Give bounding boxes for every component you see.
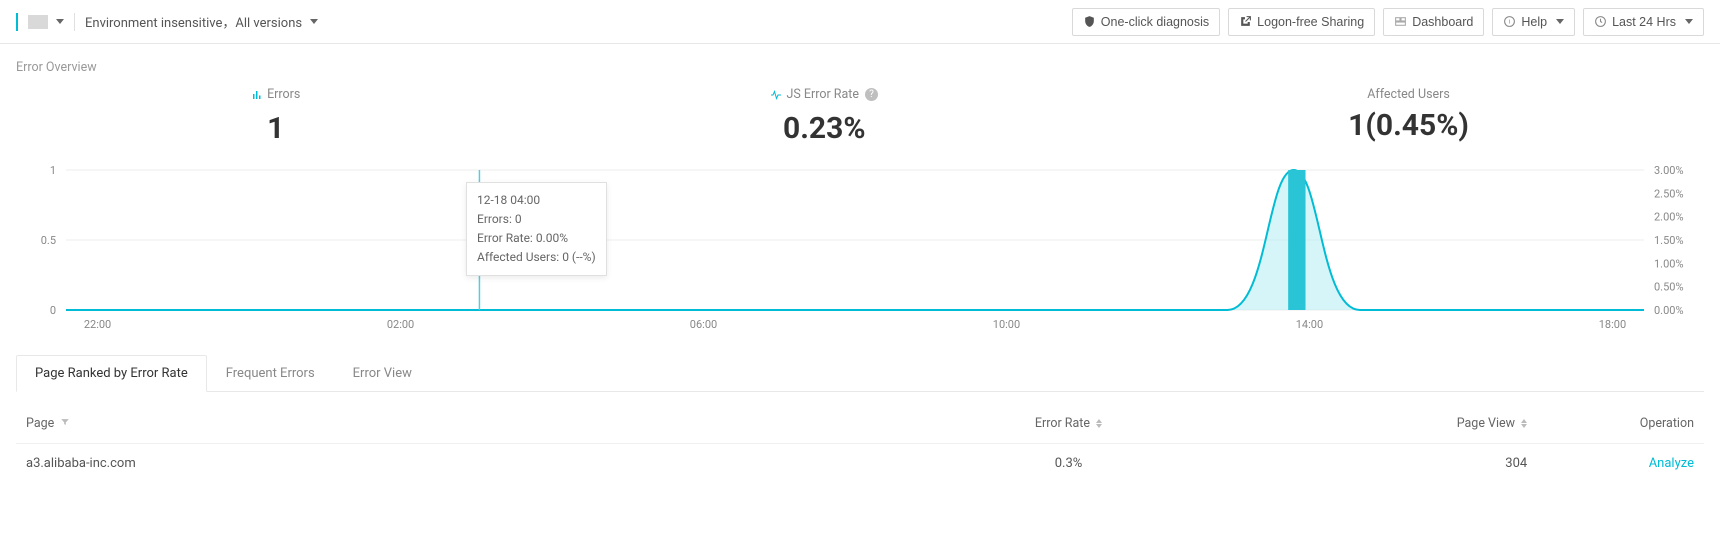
tab-frequent-errors[interactable]: Frequent Errors xyxy=(207,355,334,392)
svg-text:14:00: 14:00 xyxy=(1296,318,1323,331)
table-header: Page Error Rate Page View Operation xyxy=(16,404,1704,444)
kpi-errors: Errors 1 xyxy=(251,87,300,146)
chevron-down-icon xyxy=(1685,19,1693,24)
button-label: One-click diagnosis xyxy=(1101,15,1209,29)
tooltip-users: Affected Users: 0 (--%) xyxy=(477,248,596,267)
kpi-label-text: JS Error Rate xyxy=(786,87,859,102)
sort-icon xyxy=(1096,419,1102,428)
timerange-button[interactable]: Last 24 Hrs xyxy=(1583,8,1704,36)
logon-free-sharing-button[interactable]: Logon-free Sharing xyxy=(1228,8,1375,36)
kpi-label: JS Error Rate ? xyxy=(770,87,878,102)
kpi-label-text: Affected Users xyxy=(1367,87,1450,102)
topbar-left: Environment insensitive，All versions xyxy=(16,12,318,31)
col-header-error-rate[interactable]: Error Rate xyxy=(860,416,1277,431)
cell-page: a3.alibaba-inc.com xyxy=(26,456,860,471)
kpi-affected-users: Affected Users 1(0.45%) xyxy=(1348,87,1469,146)
section-title: Error Overview xyxy=(16,60,1704,75)
analyze-link[interactable]: Analyze xyxy=(1649,456,1694,471)
page-body: Error Overview Errors 1 JS Error Rate ? … xyxy=(0,44,1720,499)
clock-icon xyxy=(1594,15,1607,28)
tooltip-errors: Errors: 0 xyxy=(477,210,596,229)
chevron-down-icon xyxy=(1556,19,1564,24)
app-icon xyxy=(28,15,48,29)
error-chart: 0 0.5 1 0.00% 0.50% 1.00% 1.50% 2.00% 2.50% 3.00%… xyxy=(26,164,1694,334)
filter-icon xyxy=(60,416,70,431)
kpi-js-error-rate: JS Error Rate ? 0.23% xyxy=(770,87,878,146)
shield-icon xyxy=(1083,15,1096,28)
kpi-value: 1 xyxy=(251,111,300,146)
cell-page-view: 304 xyxy=(1277,456,1527,471)
svg-text:3.00%: 3.00% xyxy=(1654,164,1684,177)
help-icon[interactable]: ? xyxy=(865,88,878,101)
table-body: a3.alibaba-inc.com0.3%304 Analyze xyxy=(16,444,1704,483)
chevron-down-icon xyxy=(310,19,318,24)
svg-text:0.00%: 0.00% xyxy=(1654,304,1684,317)
accent-bar xyxy=(16,13,18,31)
external-link-icon xyxy=(1239,15,1252,28)
tab-page-ranked[interactable]: Page Ranked by Error Rate xyxy=(16,355,207,392)
svg-text:22:00: 22:00 xyxy=(84,318,111,331)
svg-text:18:00: 18:00 xyxy=(1599,318,1626,331)
pulse-icon xyxy=(770,89,782,101)
chevron-down-icon xyxy=(56,19,64,24)
environment-label: Environment insensitive，All versions xyxy=(85,12,302,31)
kpi-label: Errors xyxy=(251,87,300,102)
tabs: Page Ranked by Error Rate Frequent Error… xyxy=(16,354,1704,392)
kpi-row: Errors 1 JS Error Rate ? 0.23% Affected … xyxy=(16,87,1704,146)
cell-operation: Analyze xyxy=(1527,456,1694,471)
topbar: Environment insensitive，All versions One… xyxy=(0,0,1720,44)
svg-text:2.50%: 2.50% xyxy=(1654,187,1684,200)
col-label: Operation xyxy=(1640,416,1694,431)
button-label: Logon-free Sharing xyxy=(1257,15,1364,29)
svg-text:1.00%: 1.00% xyxy=(1654,257,1684,270)
svg-text:1: 1 xyxy=(50,164,56,177)
col-header-page-view[interactable]: Page View xyxy=(1277,416,1527,431)
svg-text:i: i xyxy=(1509,19,1510,26)
col-label: Page View xyxy=(1457,416,1515,431)
kpi-value: 0.23% xyxy=(770,111,878,146)
app-selector[interactable] xyxy=(28,15,64,29)
col-header-page[interactable]: Page xyxy=(26,416,860,431)
topbar-right: One-click diagnosis Logon-free Sharing D… xyxy=(1072,8,1704,36)
svg-text:06:00: 06:00 xyxy=(690,318,717,331)
error-table: Page Error Rate Page View Operation a3.a… xyxy=(16,404,1704,483)
dashboard-icon xyxy=(1394,15,1407,28)
one-click-diagnosis-button[interactable]: One-click diagnosis xyxy=(1072,8,1220,36)
svg-text:2.00%: 2.00% xyxy=(1654,210,1684,223)
col-label: Error Rate xyxy=(1035,416,1090,431)
svg-text:10:00: 10:00 xyxy=(993,318,1020,331)
chart-svg: 0 0.5 1 0.00% 0.50% 1.00% 1.50% 2.00% 2.50% 3.00%… xyxy=(26,164,1694,334)
col-header-operation: Operation xyxy=(1527,416,1694,431)
table-row: a3.alibaba-inc.com0.3%304 Analyze xyxy=(16,444,1704,483)
kpi-label-text: Errors xyxy=(267,87,300,102)
chart-tooltip: 12-18 04:00 Errors: 0 Error Rate: 0.00% … xyxy=(466,182,607,277)
dashboard-button[interactable]: Dashboard xyxy=(1383,8,1484,36)
cell-error-rate: 0.3% xyxy=(860,456,1277,471)
button-label: Last 24 Hrs xyxy=(1612,15,1676,29)
button-label: Dashboard xyxy=(1412,15,1473,29)
help-button[interactable]: i Help xyxy=(1492,8,1575,36)
svg-text:0: 0 xyxy=(50,304,56,317)
bars-icon xyxy=(251,89,263,101)
svg-text:1.50%: 1.50% xyxy=(1654,234,1684,247)
info-icon: i xyxy=(1503,15,1516,28)
svg-text:0.50%: 0.50% xyxy=(1654,280,1684,293)
tooltip-rate: Error Rate: 0.00% xyxy=(477,229,596,248)
divider xyxy=(74,13,75,31)
kpi-value: 1(0.45%) xyxy=(1348,108,1469,143)
tab-error-view[interactable]: Error View xyxy=(334,355,431,392)
svg-text:0.5: 0.5 xyxy=(41,234,56,247)
environment-selector[interactable]: Environment insensitive，All versions xyxy=(85,12,318,31)
col-label: Page xyxy=(26,416,54,431)
svg-text:02:00: 02:00 xyxy=(387,318,414,331)
tooltip-time: 12-18 04:00 xyxy=(477,191,596,210)
button-label: Help xyxy=(1521,15,1547,29)
kpi-label: Affected Users xyxy=(1367,87,1450,102)
